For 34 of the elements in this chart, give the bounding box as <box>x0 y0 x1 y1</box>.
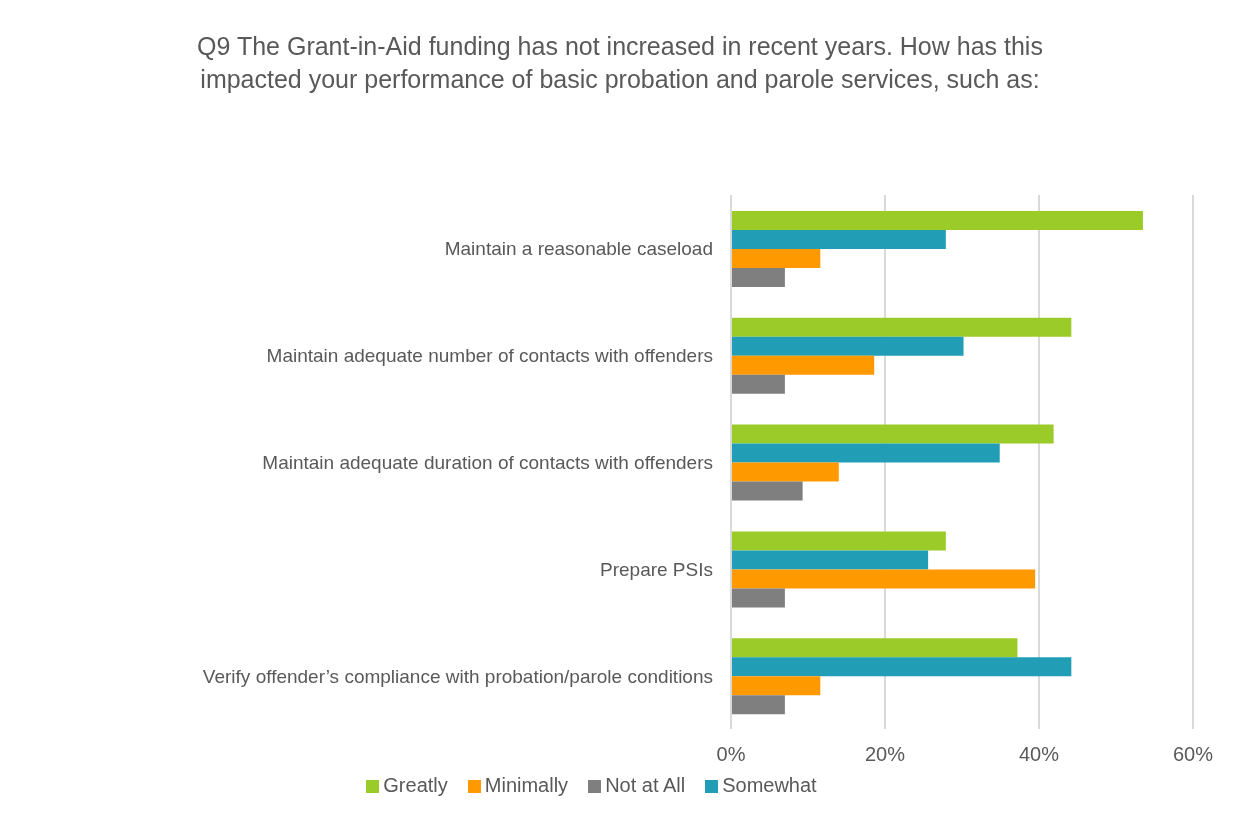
legend-label: Not at All <box>605 774 686 796</box>
chart-title: Q9 The Grant-in-Aid funding has not increased in recent years. How has this impacted your performance of basic probation and parole services, such as: <box>196 31 1044 95</box>
bar <box>731 676 821 696</box>
bar <box>731 317 1072 337</box>
bar <box>731 249 821 269</box>
y-tick-label: Verify offender’s compliance with probation/parole conditions <box>202 665 714 687</box>
x-tick-label: 20% <box>864 743 906 766</box>
x-tick-label: 40% <box>1018 743 1060 766</box>
bar <box>731 569 1036 589</box>
bar <box>731 268 785 288</box>
y-tick-label: Prepare PSIs <box>600 558 713 580</box>
bar <box>731 550 929 570</box>
bar <box>731 638 1018 658</box>
bar <box>731 336 964 356</box>
bar <box>731 374 785 394</box>
bar <box>731 462 839 482</box>
legend-label: Somewhat <box>722 774 817 796</box>
bar <box>731 443 1000 463</box>
bar <box>731 424 1054 444</box>
bar <box>731 695 785 715</box>
bar <box>731 211 1143 231</box>
bar <box>731 230 946 250</box>
bar <box>731 481 803 501</box>
x-tick-label: 0% <box>716 743 746 766</box>
bar <box>731 531 946 551</box>
legend-label: Minimally <box>484 774 569 796</box>
legend-label: Greatly <box>383 774 448 796</box>
y-tick-label: Maintain adequate duration of contacts with offenders <box>262 451 713 473</box>
y-tick-label: Maintain a reasonable caseload <box>444 237 713 259</box>
x-tick-label: 60% <box>1172 743 1214 766</box>
bar <box>731 355 875 375</box>
bar <box>731 588 785 608</box>
bar <box>731 657 1072 677</box>
y-tick-label: Maintain adequate number of contacts with offenders <box>266 344 714 366</box>
